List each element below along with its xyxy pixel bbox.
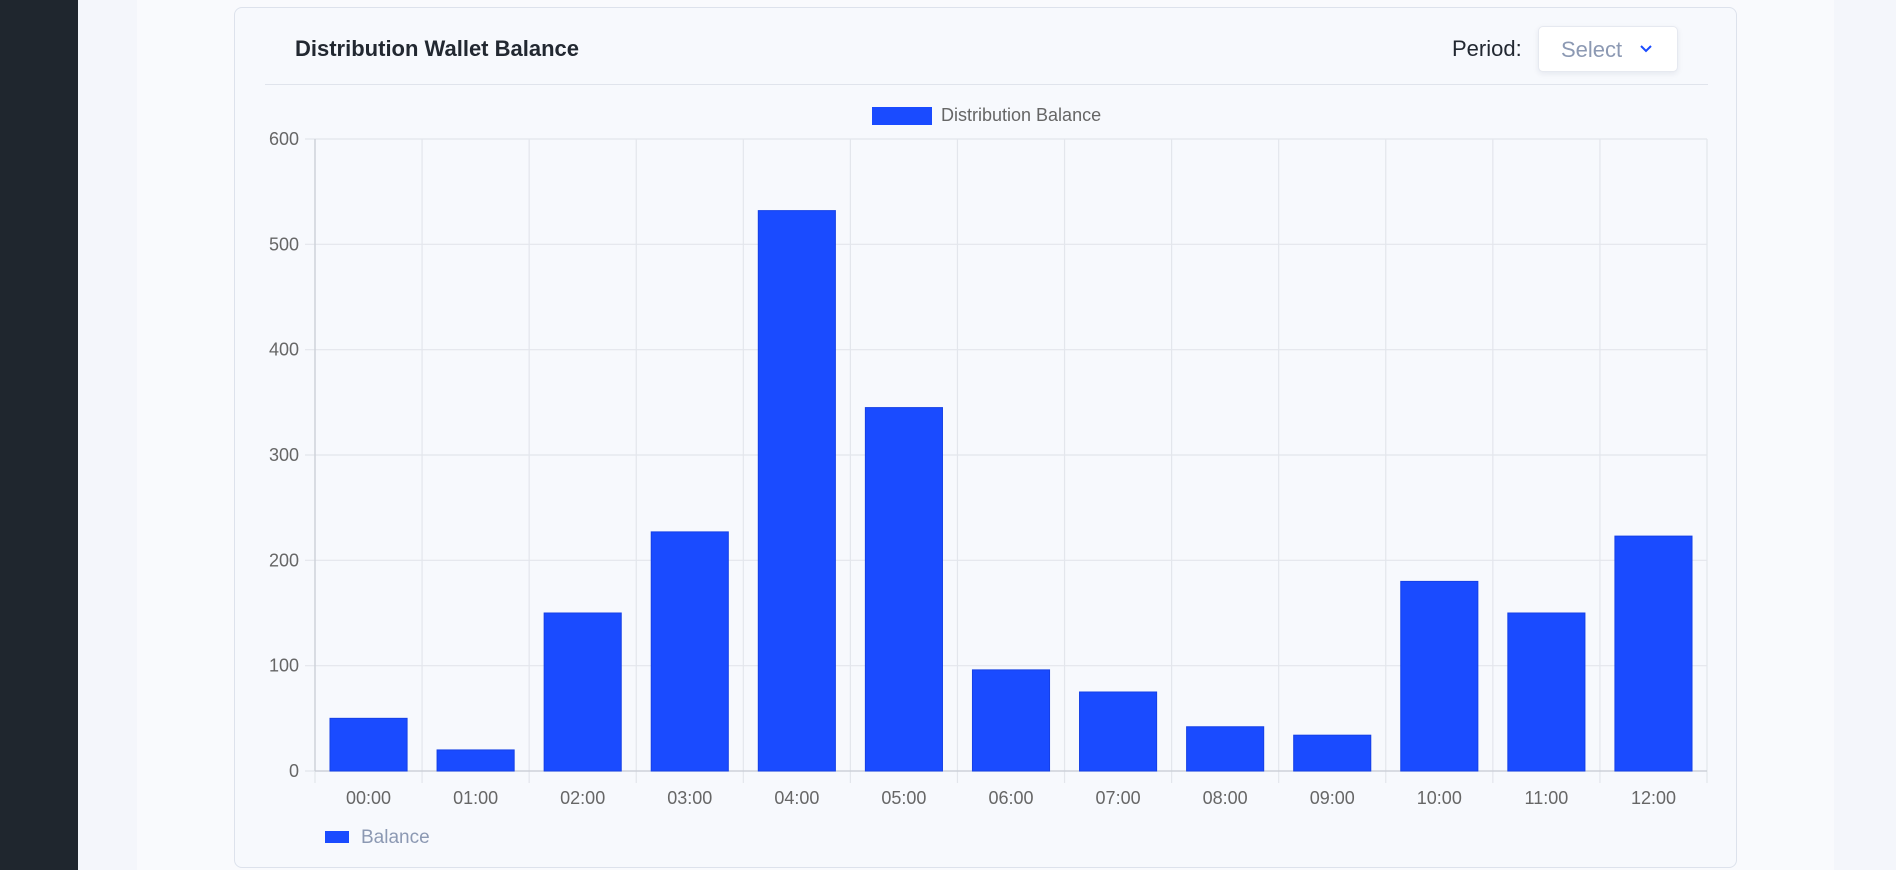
chevron-down-icon bbox=[1640, 45, 1652, 53]
bar-0600 bbox=[971, 669, 1051, 772]
bar-0700 bbox=[1079, 691, 1158, 772]
bar-0900 bbox=[1293, 734, 1372, 772]
card-divider bbox=[265, 84, 1708, 85]
x-tick-label: 00:00 bbox=[346, 788, 391, 808]
bar-0100 bbox=[436, 749, 515, 772]
period-label: Period: bbox=[1452, 36, 1522, 61]
x-tick-label: 02:00 bbox=[560, 788, 605, 808]
bar-0400 bbox=[757, 210, 836, 772]
x-tick-label: 08:00 bbox=[1203, 788, 1248, 808]
bar-1200 bbox=[1614, 535, 1693, 772]
y-tick-label: 100 bbox=[269, 656, 299, 676]
x-tick-label: 03:00 bbox=[667, 788, 712, 808]
x-tick-label: 11:00 bbox=[1525, 788, 1569, 808]
legend-label: Distribution Balance bbox=[941, 105, 1101, 125]
bottom-legend-swatch bbox=[325, 831, 349, 843]
y-tick-label: 500 bbox=[269, 234, 299, 254]
bar-0800 bbox=[1186, 726, 1265, 772]
bar-0300 bbox=[650, 531, 729, 772]
period-select[interactable]: Select bbox=[1538, 26, 1678, 72]
x-tick-label: 06:00 bbox=[988, 788, 1033, 808]
bar-0000 bbox=[329, 717, 408, 772]
bar-0500 bbox=[864, 407, 943, 772]
x-tick-label: 12:00 bbox=[1631, 788, 1676, 808]
x-tick-label: 09:00 bbox=[1310, 788, 1355, 808]
y-tick-label: 600 bbox=[269, 129, 299, 149]
bar-1000 bbox=[1400, 580, 1479, 772]
sidebar bbox=[0, 0, 78, 870]
y-tick-label: 0 bbox=[289, 761, 299, 781]
period-select-label: Select bbox=[1561, 37, 1623, 62]
bottom-legend-label: Balance bbox=[361, 827, 430, 848]
bar-0200 bbox=[543, 612, 622, 772]
x-tick-label: 10:00 bbox=[1417, 788, 1462, 808]
x-tick-label: 04:00 bbox=[774, 788, 819, 808]
x-tick-label: 07:00 bbox=[1096, 788, 1141, 808]
y-tick-label: 200 bbox=[269, 550, 299, 570]
x-tick-label: 05:00 bbox=[881, 788, 926, 808]
bar-1100 bbox=[1507, 612, 1586, 772]
y-tick-label: 400 bbox=[269, 340, 299, 360]
card-title: Distribution Wallet Balance bbox=[295, 36, 580, 61]
y-tick-label: 300 bbox=[269, 445, 299, 465]
legend-swatch bbox=[872, 107, 932, 125]
x-tick-label: 01:00 bbox=[453, 788, 498, 808]
